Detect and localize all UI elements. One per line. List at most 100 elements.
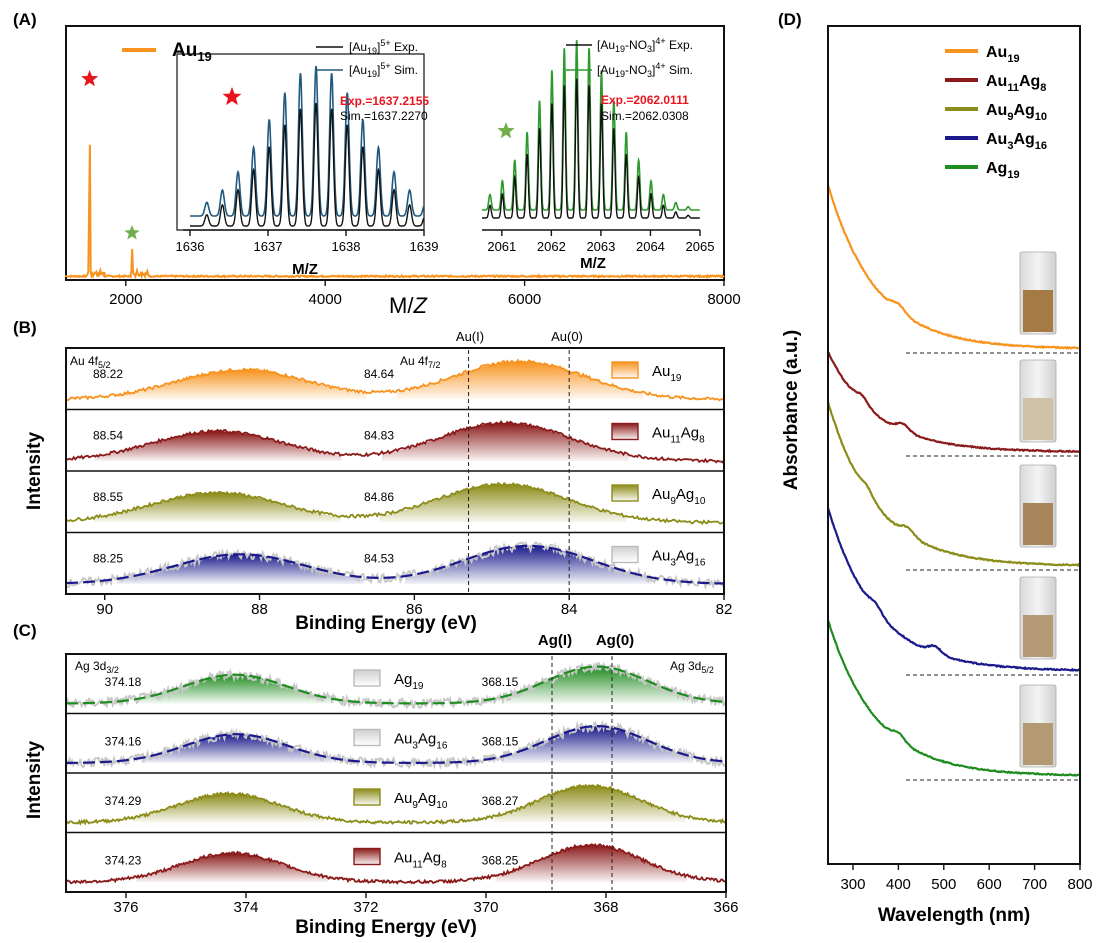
- green-star-icon-inset: [497, 122, 515, 139]
- legend-label-Au19: Au19: [652, 363, 682, 384]
- panel-d-x-tick-label: 500: [931, 876, 956, 893]
- peak-fill-Au9Ag10: [132, 793, 325, 823]
- inset-2-x-tick-label: 2061: [487, 239, 516, 254]
- red-star-icon-inset: [222, 87, 242, 106]
- x-tick-label: 374: [233, 899, 258, 916]
- legend-label-Ag19: Ag19: [986, 160, 1020, 181]
- absorbance-Au19: [826, 184, 1080, 351]
- panel-b-x-ticks: 90 88 86 84 82: [96, 594, 732, 618]
- inset-1-x-tick-label: 1638: [332, 239, 361, 254]
- panel-b-y-axis-label: Intensity: [24, 432, 45, 511]
- inset-au19-no3-4plus: 2061 2062 2063 2064 2065 M/Z [Au19-NO3]4+ Ex…: [482, 36, 714, 272]
- panel-d-y-axis-label: Absorbance (a.u.): [781, 330, 802, 490]
- peak-value-Au11Ag8: 374.23: [105, 854, 142, 868]
- panel-b-frame: [65, 347, 725, 595]
- panel-label-a: (A): [13, 10, 37, 29]
- x-tick-label: 86: [406, 601, 423, 618]
- legend-label-Au11Ag8: Au11Ag8: [394, 850, 447, 871]
- x-tick-label: 90: [96, 601, 113, 618]
- peak-fill-Au11Ag8: [381, 422, 629, 461]
- x-tick-label: 84: [561, 601, 578, 618]
- peak-value-Au9Ag10: 84.86: [364, 490, 394, 504]
- peak-value-Au19: 88.22: [93, 367, 123, 381]
- fit-curve-Au3Ag16: [66, 725, 727, 764]
- x-tick-label: 82: [716, 601, 733, 618]
- peak-value-Au3Ag16: 88.25: [93, 552, 123, 566]
- panel-d-x-tick-label: 300: [840, 876, 865, 893]
- legend-label-Ag19: Ag19: [394, 671, 424, 692]
- inset-1-exp-trace: [190, 102, 425, 227]
- panel-c-plot: 374.18 368.15 Ag19 374.16 368.15 Au3Ag16 374.2…: [65, 656, 727, 893]
- legend-label-Au3Ag16: Au3Ag16: [986, 131, 1047, 152]
- peak-value-Au9Ag10: 374.29: [105, 794, 142, 808]
- panel-d-frame: [827, 25, 1081, 865]
- vial-liquid-Au19: [1023, 290, 1053, 332]
- vial-liquid-Au11Ag8: [1023, 398, 1053, 440]
- spectrum-Au9Ag10: [65, 783, 727, 826]
- peak-fill-Au3Ag16: [116, 554, 364, 584]
- spectrum-Au9Ag10: [65, 481, 725, 526]
- legend-swatch-Au11Ag8: [353, 847, 381, 866]
- vial-liquid-Au9Ag10: [1023, 503, 1053, 545]
- panel-c-orbital-right: Ag 3d5/2: [670, 659, 714, 675]
- panel-c-y-axis-label: Intensity: [24, 741, 45, 820]
- panel-d: 300 400 500 600 700 800 Wavelength (nm) Absor…: [781, 25, 1093, 926]
- panel-label-d: (D): [778, 10, 802, 29]
- panel-c-ref-line-label-1: Ag(I): [538, 632, 572, 649]
- panel-b-orbital-left: Au 4f5/2: [70, 354, 111, 370]
- panel-b: 88.22 84.64 Au19 88.54 84.83 Au11Ag8 88.55 84.8…: [24, 329, 732, 634]
- panel-a-x-tick-label: 6000: [508, 291, 541, 308]
- x-tick-label: 366: [713, 899, 738, 916]
- panel-a: 2000 4000 6000 8000 M/Z Au19 1636 1637 1638 16…: [65, 25, 741, 318]
- x-tick-label: 368: [593, 899, 618, 916]
- panel-a-x-tick-label: 8000: [707, 291, 740, 308]
- panel-a-frame: [65, 25, 725, 281]
- panel-a-x-tick-label: 2000: [109, 291, 142, 308]
- panel-b-plot: 88.22 84.64 Au19 88.54 84.83 Au11Ag8 88.55 84.8…: [65, 350, 725, 595]
- inset-2-x-tick-label: 2065: [686, 239, 715, 254]
- inset-2-exp-trace: [482, 78, 700, 219]
- legend-label-Au9Ag10: Au9Ag10: [986, 102, 1047, 123]
- legend-swatch-Au11Ag8: [611, 422, 639, 441]
- panel-b-orbital-right: Au 4f7/2: [400, 354, 441, 370]
- legend-label-Au9Ag10: Au9Ag10: [394, 790, 448, 811]
- peak-fill-Au9Ag10: [493, 785, 686, 823]
- legend-au19-label: Au19: [172, 40, 212, 64]
- legend-swatch-Ag19: [353, 669, 381, 687]
- fit-curve-Au3Ag16: [65, 544, 724, 585]
- legend-swatch-Au19: [611, 361, 639, 379]
- panel-label-b: (B): [13, 318, 37, 337]
- inset-2-x-tick-label: 2064: [636, 239, 665, 254]
- spectrum-Au11Ag8: [65, 420, 725, 464]
- inset-2-x-tick-label: 2062: [537, 239, 566, 254]
- peak-value-Au19: 84.64: [364, 367, 394, 381]
- legend-swatch-Au9Ag10: [611, 484, 639, 502]
- legend-label-Au19: Au19: [986, 44, 1020, 65]
- panel-c-x-ticks: 376 374 372 370 368 366: [113, 892, 739, 916]
- legend-label-Au11Ag8: Au11Ag8: [652, 425, 705, 446]
- legend-label-Au3Ag16: Au3Ag16: [394, 731, 448, 752]
- inset-1-legend-sim: [Au19]5+ Sim.: [349, 61, 418, 79]
- legend-swatch-Au3Ag16: [353, 728, 381, 747]
- raw-data-Au3Ag16: [65, 540, 725, 591]
- peak-fill-Au11Ag8: [495, 845, 687, 882]
- green-star-icon: [124, 225, 140, 240]
- inset-2-x-axis-label: M/Z: [580, 255, 606, 272]
- peak-fill-Ag19: [501, 666, 693, 704]
- panel-c: 374.18 368.15 Ag19 374.16 368.15 Au3Ag16 374.2…: [24, 632, 739, 938]
- au19-mass-spectrum: [65, 144, 725, 280]
- peak-fill-Au19: [395, 361, 644, 400]
- peak-fill-Au3Ag16: [404, 545, 652, 584]
- legend-label-Au11Ag8: Au11Ag8: [986, 73, 1046, 94]
- inset-2-legend-sim: [Au19-NO3]4+ Sim.: [597, 61, 693, 79]
- peak-fill-Au9Ag10: [93, 492, 341, 523]
- absorbance-Ag19: [826, 619, 1081, 777]
- inset-1-legend-exp: [Au19]5+ Exp.: [349, 38, 418, 56]
- peak-value-Au9Ag10: 88.55: [93, 490, 123, 504]
- inset-2-legend-exp: [Au19-NO3]4+ Exp.: [597, 36, 693, 54]
- panel-b-ref-line-label-2: Au(0): [551, 329, 583, 344]
- x-tick-label: 376: [113, 899, 138, 916]
- legend-label-Au3Ag16: Au3Ag16: [652, 548, 706, 569]
- panel-c-frame: [65, 653, 727, 893]
- peak-value-Au11Ag8: 368.25: [482, 854, 519, 868]
